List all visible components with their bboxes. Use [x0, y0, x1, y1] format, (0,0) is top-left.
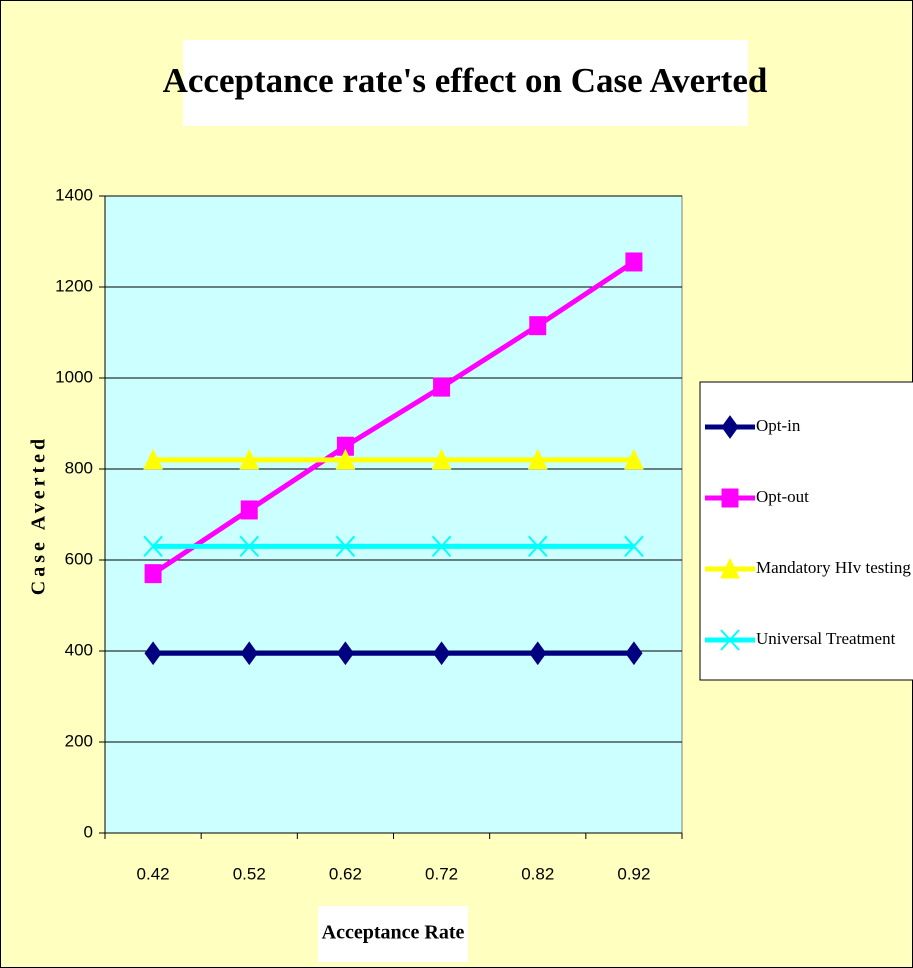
- data-point: [239, 535, 259, 558]
- data-point: [335, 448, 356, 470]
- x-tick-label: 0.42: [137, 864, 170, 883]
- y-axis-label: Case Averted: [28, 435, 50, 595]
- data-point: [624, 448, 644, 470]
- x-tick-label: 0.52: [233, 864, 266, 883]
- y-tick-label: 600: [65, 549, 93, 568]
- y-tick-label: 1000: [55, 367, 93, 386]
- data-point: [625, 252, 643, 272]
- legend-label: Opt-in: [756, 416, 801, 435]
- data-point: [144, 641, 162, 666]
- data-point: [143, 448, 163, 470]
- data-point: [528, 535, 548, 558]
- legend-marker: [720, 629, 740, 651]
- x-tick-label: 0.92: [617, 864, 650, 883]
- data-point: [529, 641, 547, 666]
- legend-marker: [721, 488, 739, 508]
- data-point: [433, 377, 451, 397]
- data-point: [527, 448, 548, 470]
- legend-marker: [721, 415, 739, 439]
- x-tick-label: 0.82: [521, 864, 554, 883]
- y-tick-label: 800: [65, 458, 93, 477]
- data-point: [624, 535, 644, 558]
- data-point: [336, 641, 355, 666]
- legend-box: [699, 381, 913, 681]
- data-point: [431, 535, 452, 558]
- legend-label: Opt-out: [756, 487, 809, 506]
- data-point: [144, 564, 162, 584]
- y-tick-label: 1400: [55, 185, 93, 204]
- y-tick-label: 400: [65, 640, 93, 659]
- y-tick-label: 200: [65, 731, 93, 750]
- chart-title: Acceptance rate's effect on Case Averted: [163, 61, 768, 100]
- plot-area: [104, 195, 683, 834]
- data-point: [431, 448, 452, 470]
- x-tick-label: 0.72: [425, 864, 458, 883]
- series-line: [151, 259, 636, 576]
- data-point: [529, 316, 547, 336]
- x-tick-label: 0.62: [329, 864, 362, 883]
- data-point: [432, 641, 451, 666]
- data-point: [143, 535, 163, 558]
- y-tick-label: 0: [84, 822, 93, 841]
- legend-marker: [720, 557, 740, 579]
- legend-label: Universal Treatment: [756, 629, 896, 648]
- x-axis-label: Acceptance Rate: [322, 922, 465, 944]
- x-label-box: [318, 906, 468, 962]
- data-point: [625, 641, 643, 666]
- data-point: [240, 641, 258, 666]
- legend-label: Mandatory HIv testing: [756, 558, 911, 577]
- title-box: [183, 40, 748, 126]
- data-point: [335, 535, 356, 558]
- data-point: [240, 500, 258, 520]
- y-tick-label: 1200: [55, 276, 93, 295]
- data-point: [239, 448, 260, 470]
